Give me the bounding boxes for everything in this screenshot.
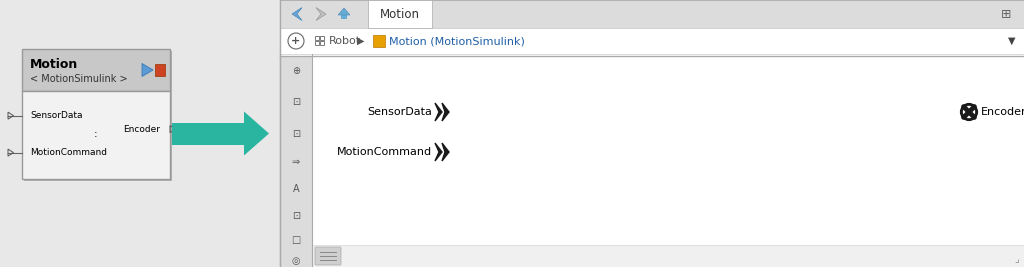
Polygon shape [435,143,442,161]
Text: □: □ [292,235,301,245]
FancyBboxPatch shape [280,0,1024,267]
Text: ⇒: ⇒ [292,156,300,167]
Text: ⊡: ⊡ [292,97,300,107]
Text: < MotionSimulink >: < MotionSimulink > [30,74,128,84]
FancyBboxPatch shape [312,245,1024,267]
Polygon shape [142,64,153,77]
Text: +: + [292,36,301,46]
FancyBboxPatch shape [155,64,165,76]
FancyBboxPatch shape [341,14,347,19]
Polygon shape [244,112,269,155]
FancyBboxPatch shape [280,28,1024,54]
FancyBboxPatch shape [368,0,432,28]
Text: :: : [94,129,98,139]
FancyBboxPatch shape [24,51,172,181]
Text: Motion (MotionSimulink): Motion (MotionSimulink) [389,36,525,46]
FancyBboxPatch shape [280,56,312,267]
Text: ⊡: ⊡ [292,129,300,139]
Text: ⊡: ⊡ [292,211,300,221]
FancyBboxPatch shape [373,35,385,47]
FancyBboxPatch shape [280,0,1024,28]
Text: SensorData: SensorData [368,107,432,117]
Text: ⊕: ⊕ [292,66,300,76]
FancyBboxPatch shape [315,247,341,265]
Text: ⊞: ⊞ [1000,7,1012,21]
Text: Encoder: Encoder [981,107,1024,117]
FancyBboxPatch shape [312,56,1024,267]
Text: Encoder: Encoder [123,125,160,134]
Text: ▼: ▼ [1009,36,1016,46]
Text: ▶: ▶ [357,36,365,46]
Polygon shape [292,7,302,21]
Text: ⌟: ⌟ [1015,254,1019,264]
Text: Motion: Motion [380,7,420,21]
Polygon shape [435,103,442,121]
Text: Motion: Motion [30,58,78,72]
Text: Robot: Robot [329,36,361,46]
FancyBboxPatch shape [0,0,280,267]
FancyBboxPatch shape [22,49,170,91]
Polygon shape [338,8,350,15]
Text: SensorData: SensorData [30,111,83,120]
Polygon shape [316,7,326,21]
Text: ◎: ◎ [292,256,300,266]
Polygon shape [442,103,449,121]
FancyBboxPatch shape [172,123,244,144]
Polygon shape [442,143,449,161]
Text: MotionCommand: MotionCommand [30,148,106,157]
FancyBboxPatch shape [22,91,170,179]
Text: MotionCommand: MotionCommand [337,147,432,157]
Text: A: A [293,184,299,194]
